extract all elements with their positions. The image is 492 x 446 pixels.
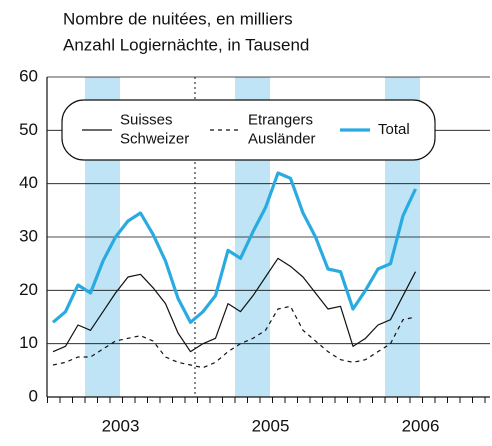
legend-label: Suisses Schweizer — [120, 111, 189, 147]
series-line — [52, 305, 416, 369]
y-tick-label: 10 — [19, 333, 38, 352]
y-tick-label: 40 — [19, 173, 38, 192]
y-tick-label: 20 — [19, 280, 38, 299]
legend-label: Total — [378, 121, 410, 138]
y-tick-label: 30 — [19, 226, 38, 245]
x-tick-label: 2003 — [102, 416, 140, 435]
series-line — [52, 257, 417, 353]
series-line — [51, 171, 417, 324]
legend-label: Etrangers Ausländer — [248, 111, 316, 147]
y-tick-label: 0 — [29, 386, 38, 405]
y-tick-label: 60 — [19, 66, 38, 85]
y-tick-label: 50 — [19, 120, 38, 139]
x-tick-label: 2005 — [252, 416, 290, 435]
x-tick-label: 2006 — [402, 416, 440, 435]
chart-subtitle: Anzahl Logiernächte, in Tausend — [63, 35, 309, 54]
chart-title: Nombre de nuitées, en milliers — [63, 9, 293, 28]
legend-box — [61, 99, 436, 161]
